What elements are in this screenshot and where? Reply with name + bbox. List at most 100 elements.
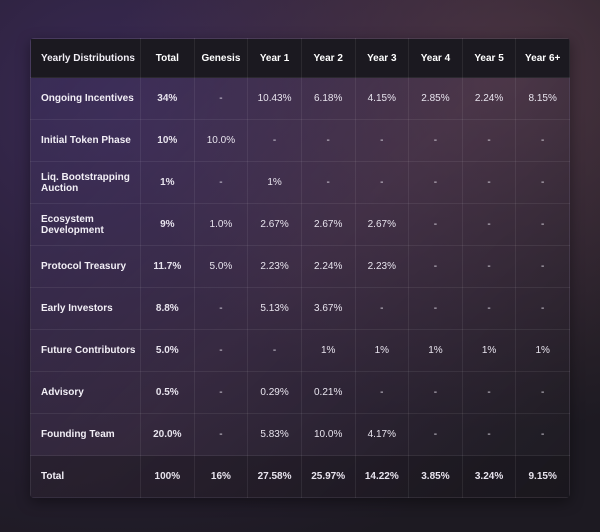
table-row: Ongoing Incentives 34% -10.43% 6.18% 4.15% 2.… xyxy=(30,77,570,120)
table-cell: - xyxy=(408,203,463,246)
table-cell: 14.22% xyxy=(354,455,410,498)
table-cell: 5.0% xyxy=(140,329,195,372)
table-cell: 1% xyxy=(140,161,195,204)
table-cell: 25.97% xyxy=(300,455,356,498)
header-row: Yearly Distributions Total Genesis Year 1 Ye… xyxy=(30,38,570,78)
table-cell: 2.67% xyxy=(354,203,410,246)
table-row: Protocol Treasury 11.7% 5.0% 2.23% 2.24% 2.23… xyxy=(30,245,570,288)
row-label: Founding Team xyxy=(30,413,141,456)
table-row: Liq. Bootstrapping Auction 1% -1% - - - - - xyxy=(30,161,570,204)
table-cell: - xyxy=(354,161,410,204)
table-cell: - xyxy=(354,287,410,330)
table-cell: 6.18% xyxy=(300,77,356,120)
table-cell: - xyxy=(408,413,463,456)
column-header: Year 2 xyxy=(300,38,356,78)
table-cell: - xyxy=(515,371,570,414)
table-cell: 1% xyxy=(461,329,517,372)
table-cell: 4.15% xyxy=(354,77,410,120)
row-label: Initial Token Phase xyxy=(30,119,141,162)
table-cell: - xyxy=(515,413,570,456)
table-cell: 1% xyxy=(247,161,302,204)
row-label: Early Investors xyxy=(30,287,141,330)
column-header: Genesis xyxy=(193,38,249,78)
table-cell: - xyxy=(247,329,302,372)
table-cell: - xyxy=(461,287,517,330)
table-cell: - xyxy=(461,203,517,246)
table-cell: 4.17% xyxy=(354,413,410,456)
table-cell: 2.85% xyxy=(408,77,463,120)
table-cell: - xyxy=(300,119,356,162)
table-cell: 5.0% xyxy=(193,245,249,288)
table-cell: 20.0% xyxy=(140,413,195,456)
table-cell: 9% xyxy=(140,203,195,246)
table-cell: 9.15% xyxy=(515,455,570,498)
table-cell: - xyxy=(461,245,517,288)
table-cell: 1.0% xyxy=(193,203,249,246)
table-cell: - xyxy=(515,245,570,288)
table-cell: - xyxy=(515,203,570,246)
table-cell: - xyxy=(408,245,463,288)
table-cell: - xyxy=(461,413,517,456)
table-cell: - xyxy=(461,119,517,162)
table-cell: - xyxy=(193,413,249,456)
table-cell: - xyxy=(461,371,517,414)
table-cell: 10.0% xyxy=(300,413,356,456)
table-cell: 2.24% xyxy=(461,77,517,120)
table-row: Advisory 0.5% -0.29% 0.21% - - - - xyxy=(30,371,570,414)
table-cell: - xyxy=(515,287,570,330)
table-row: Founding Team 20.0% -5.83% 10.0% 4.17% - - - xyxy=(30,413,570,456)
table-cell: 0.21% xyxy=(300,371,356,414)
table-cell: 1% xyxy=(515,329,570,372)
table-cell: - xyxy=(408,287,463,330)
table-cell: 1% xyxy=(354,329,410,372)
total-row: Total 100% 16% 27.58% 25.97% 14.22% 3.85% 3.24%… xyxy=(30,455,570,498)
table-cell: 11.7% xyxy=(140,245,195,288)
table-cell: 2.23% xyxy=(247,245,302,288)
table-cell: 2.67% xyxy=(247,203,302,246)
table-cell: 100% xyxy=(140,455,195,498)
row-label: Future Contributors xyxy=(30,329,141,372)
table-cell: 8.8% xyxy=(140,287,195,330)
table-cell: - xyxy=(408,161,463,204)
table-cell: - xyxy=(408,119,463,162)
table-cell: 1% xyxy=(408,329,463,372)
table-cell: 5.13% xyxy=(247,287,302,330)
table-cell: 2.67% xyxy=(300,203,356,246)
column-header: Yearly Distributions xyxy=(30,38,141,78)
table-cell: - xyxy=(354,119,410,162)
column-header: Year 1 xyxy=(247,38,302,78)
table-cell: 5.83% xyxy=(247,413,302,456)
table-cell: 3.85% xyxy=(408,455,463,498)
row-label: Protocol Treasury xyxy=(30,245,141,288)
table-cell: - xyxy=(247,119,302,162)
table-cell: - xyxy=(193,287,249,330)
table-row: Future Contributors 5.0% - -1% 1% 1% 1% 1% xyxy=(30,329,570,372)
table-cell: 27.58% xyxy=(247,455,302,498)
column-header: Year 5 xyxy=(461,38,517,78)
row-label: Ecosystem Development xyxy=(30,203,141,246)
table-cell: 0.5% xyxy=(140,371,195,414)
table-cell: 10% xyxy=(140,119,195,162)
table-cell: 8.15% xyxy=(515,77,570,120)
table-cell: 2.24% xyxy=(300,245,356,288)
row-label: Ongoing Incentives xyxy=(30,77,141,120)
row-label: Total xyxy=(30,455,141,498)
table-cell: - xyxy=(408,371,463,414)
table-cell: - xyxy=(300,161,356,204)
table-cell: 10.43% xyxy=(247,77,302,120)
table-cell: 3.67% xyxy=(300,287,356,330)
table-cell: - xyxy=(354,371,410,414)
table-cell: - xyxy=(461,161,517,204)
table-cell: - xyxy=(193,329,249,372)
table-row: Initial Token Phase 10% 10.0% - - - - - - xyxy=(30,119,570,162)
column-header: Year 4 xyxy=(408,38,463,78)
table-cell: 16% xyxy=(193,455,249,498)
column-header: Total xyxy=(140,38,195,78)
distribution-table: Yearly Distributions Total Genesis Year 1 Ye… xyxy=(30,38,570,498)
column-header: Year 3 xyxy=(354,38,410,78)
table-cell: - xyxy=(193,371,249,414)
table-cell: 0.29% xyxy=(247,371,302,414)
row-label: Liq. Bootstrapping Auction xyxy=(30,161,141,204)
table-cell: 34% xyxy=(140,77,195,120)
table-cell: 2.23% xyxy=(354,245,410,288)
